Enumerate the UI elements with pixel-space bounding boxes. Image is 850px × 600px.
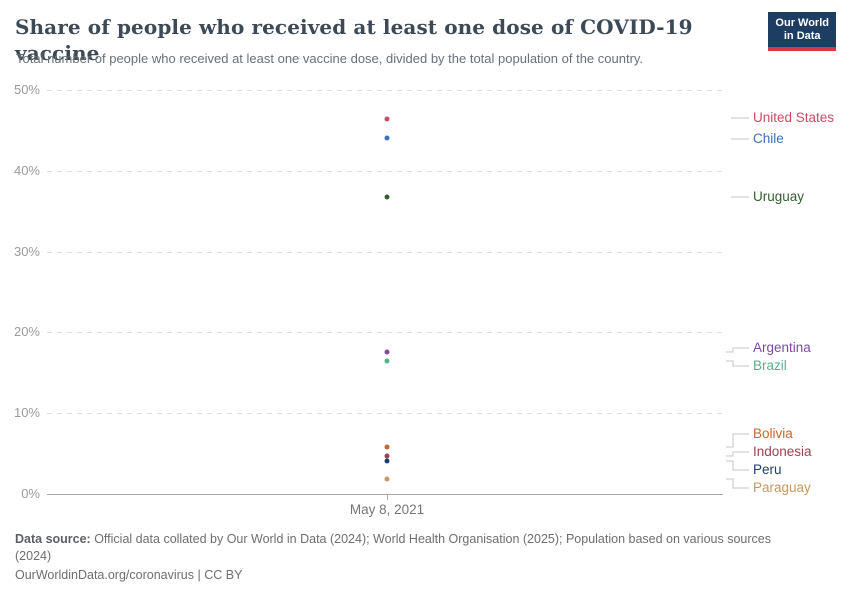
entity-label-indonesia[interactable]: Indonesia bbox=[753, 444, 812, 459]
owid-logo[interactable]: Our World in Data bbox=[768, 12, 836, 51]
chart-subtitle: Total number of people who received at l… bbox=[16, 51, 644, 66]
data-point-paraguay[interactable] bbox=[384, 476, 390, 482]
data-point-bolivia[interactable] bbox=[384, 444, 390, 450]
entity-label-paraguay[interactable]: Paraguay bbox=[753, 480, 811, 495]
connector-brazil bbox=[726, 360, 749, 367]
data-point-argentina[interactable] bbox=[384, 349, 390, 355]
gridline-20pct bbox=[47, 332, 723, 333]
data-point-uruguay[interactable] bbox=[384, 194, 390, 200]
y-axis-tick-label-50: 50% bbox=[13, 82, 40, 97]
entity-label-chile[interactable]: Chile bbox=[753, 131, 784, 146]
footer-source: Data source: Official data collated by O… bbox=[15, 531, 797, 565]
connector-argentina bbox=[726, 347, 749, 353]
gridline-50pct bbox=[47, 90, 723, 91]
x-axis-tick bbox=[387, 495, 388, 500]
gridline-10pct bbox=[47, 413, 723, 414]
owid-logo-line1: Our World bbox=[775, 17, 829, 29]
data-point-united-states[interactable] bbox=[384, 116, 390, 122]
y-axis-tick-label-10: 10% bbox=[13, 405, 40, 420]
data-point-indonesia[interactable] bbox=[384, 453, 390, 459]
data-point-brazil[interactable] bbox=[384, 358, 390, 364]
gridline-40pct bbox=[47, 171, 723, 172]
connector-paraguay bbox=[726, 478, 749, 489]
entity-label-peru[interactable]: Peru bbox=[753, 462, 782, 477]
y-axis-tick-label-30: 30% bbox=[13, 244, 40, 259]
y-axis-tick-label-40: 40% bbox=[13, 163, 40, 178]
footer-source-text: Official data collated by Our World in D… bbox=[15, 532, 771, 563]
chart-title: Share of people who received at least on… bbox=[15, 15, 693, 65]
entity-label-brazil[interactable]: Brazil bbox=[753, 358, 787, 373]
data-point-chile[interactable] bbox=[384, 135, 390, 141]
gridline-0pct bbox=[47, 494, 723, 495]
entity-label-bolivia[interactable]: Bolivia bbox=[753, 426, 793, 441]
x-axis-tick-label: May 8, 2021 bbox=[349, 502, 425, 517]
connector-bolivia bbox=[726, 433, 749, 448]
entity-label-united-states[interactable]: United States bbox=[753, 110, 835, 125]
gridline-30pct bbox=[47, 252, 723, 253]
data-point-peru[interactable] bbox=[384, 458, 390, 464]
entity-label-argentina[interactable]: Argentina bbox=[753, 340, 811, 355]
connector-peru bbox=[726, 460, 749, 471]
footer-link[interactable]: OurWorldinData.org/coronavirus | CC BY bbox=[15, 568, 243, 582]
connector-indonesia bbox=[726, 451, 749, 457]
entity-label-uruguay[interactable]: Uruguay bbox=[753, 189, 805, 204]
y-axis-tick-label-0: 0% bbox=[21, 486, 40, 501]
footer-source-prefix: Data source: bbox=[15, 532, 91, 546]
owid-logo-line2: in Data bbox=[783, 30, 821, 42]
y-axis-tick-label-20: 20% bbox=[13, 324, 40, 339]
